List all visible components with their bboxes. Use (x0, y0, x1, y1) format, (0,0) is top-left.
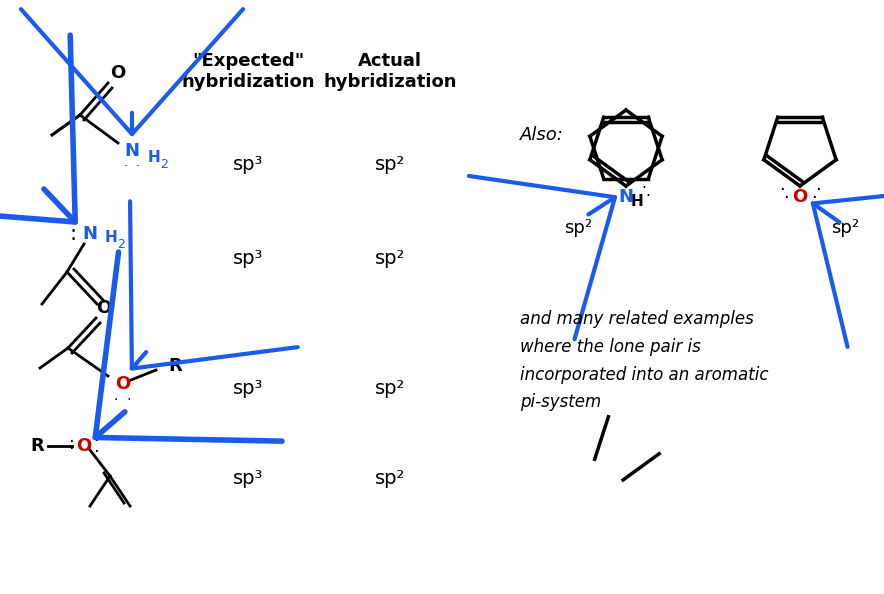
Text: O: O (76, 437, 92, 455)
Text: ·: · (93, 432, 99, 450)
Text: ·  ·: · · (124, 160, 140, 173)
Text: sp²: sp² (375, 378, 405, 397)
Text: O: O (96, 299, 111, 317)
Text: H: H (148, 150, 161, 165)
Text: sp²: sp² (375, 469, 405, 488)
Text: sp²: sp² (831, 219, 859, 237)
Text: sp²: sp² (375, 248, 405, 267)
Text: ·: · (779, 181, 785, 199)
Text: O: O (116, 375, 131, 393)
Text: ·: · (812, 189, 817, 207)
Text: Also:: Also: (520, 126, 564, 144)
Text: Actual
hybridization: Actual hybridization (324, 52, 457, 91)
Text: "Expected"
hybridization: "Expected" hybridization (181, 52, 315, 91)
Text: H: H (631, 194, 644, 210)
Text: ·: · (815, 181, 821, 199)
Text: :: : (69, 435, 75, 453)
Text: H: H (105, 230, 118, 245)
Text: sp³: sp³ (232, 378, 263, 397)
Text: 2: 2 (117, 238, 125, 251)
Text: O: O (110, 64, 126, 82)
Text: sp²: sp² (564, 219, 592, 237)
Text: R: R (30, 437, 44, 455)
Text: 2: 2 (160, 159, 168, 172)
Text: ·  ·: · · (114, 393, 132, 407)
Text: N: N (619, 188, 634, 206)
Text: ·: · (93, 443, 99, 461)
Text: ·: · (645, 188, 651, 204)
Text: sp³: sp³ (232, 156, 263, 175)
Text: R: R (168, 357, 182, 375)
Text: N: N (82, 225, 97, 243)
Text: sp³: sp³ (232, 469, 263, 488)
Text: and many related examples
where the lone pair is
incorporated into an aromatic
p: and many related examples where the lone… (520, 310, 768, 412)
Text: sp³: sp³ (232, 248, 263, 267)
Text: O: O (792, 188, 808, 206)
Text: ·: · (642, 181, 646, 195)
Text: sp²: sp² (375, 156, 405, 175)
Text: ·: · (783, 189, 789, 207)
Text: N: N (125, 142, 140, 160)
Text: :: : (69, 224, 76, 244)
